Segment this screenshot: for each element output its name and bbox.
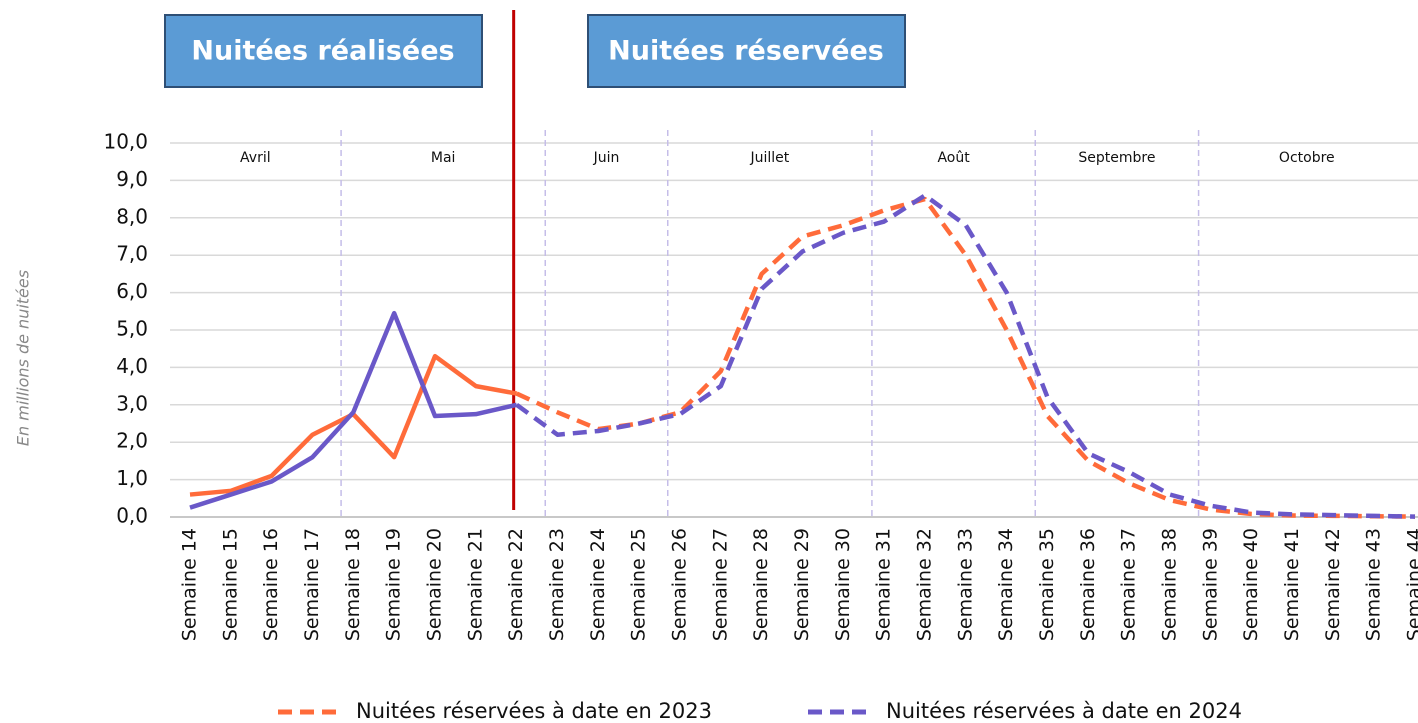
line-dashed <box>515 193 1416 519</box>
y-tick-label: 8,0 <box>116 204 148 228</box>
x-tick-label: Semaine 17 <box>301 528 323 641</box>
x-tick-label: Semaine 44 <box>1404 528 1418 641</box>
y-tick-label: 2,0 <box>116 429 148 453</box>
x-tick-label: Semaine 29 <box>791 528 813 641</box>
month-label: Septembre <box>1078 150 1155 166</box>
y-tick-label: 10,0 <box>103 130 148 154</box>
month-label: Août <box>937 150 970 166</box>
x-tick-label: Semaine 15 <box>219 528 241 641</box>
y-tick-label: 4,0 <box>116 354 148 378</box>
y-tick-label: 6,0 <box>116 279 148 303</box>
annotation-box <box>164 14 483 88</box>
month-label: Juin <box>593 150 620 166</box>
line-dashed <box>515 196 1416 519</box>
month-label: Avril <box>240 150 271 166</box>
x-tick-label: Semaine 37 <box>1118 528 1140 641</box>
month-label: Juillet <box>749 150 789 166</box>
y-axis-label: En millions de nuitées <box>14 270 33 446</box>
x-tick-label: Semaine 23 <box>546 528 568 641</box>
y-tick-label: 3,0 <box>116 391 148 415</box>
x-tick-label: Semaine 14 <box>179 528 201 641</box>
line-solid <box>189 353 518 497</box>
x-tick-label: Semaine 24 <box>587 528 609 641</box>
x-tick-label: Semaine 34 <box>995 528 1017 641</box>
x-tick-label: Semaine 36 <box>1077 528 1099 641</box>
x-tick-label: Semaine 25 <box>628 528 650 641</box>
x-tick-label: Semaine 31 <box>873 528 895 641</box>
x-tick-label: Semaine 41 <box>1281 528 1303 641</box>
annotation-box <box>587 14 906 88</box>
x-tick-label: Semaine 35 <box>1036 528 1058 641</box>
y-tick-label: 9,0 <box>116 167 148 191</box>
x-tick-label: Semaine 16 <box>260 528 282 641</box>
legend-label: Nuitées réservées à date en 2024 <box>886 699 1242 723</box>
annotation: Nuitées réservées <box>608 36 884 67</box>
x-tick-label: Semaine 32 <box>914 528 936 641</box>
x-tick-label: Semaine 39 <box>1199 528 1221 641</box>
x-tick-label: Semaine 27 <box>709 528 731 641</box>
month-label: Octobre <box>1279 150 1335 166</box>
y-tick-label: 1,0 <box>116 466 148 490</box>
x-tick-label: Semaine 22 <box>505 528 527 641</box>
x-tick-label: Semaine 21 <box>464 528 486 641</box>
x-tick-label: Semaine 33 <box>954 528 976 641</box>
month-label: Mai <box>431 150 456 166</box>
x-tick-label: Semaine 20 <box>424 528 446 641</box>
x-tick-label: Semaine 43 <box>1363 528 1385 641</box>
legend-label: Nuitées réservées à date en 2023 <box>356 699 712 723</box>
x-tick-label: Semaine 30 <box>832 528 854 641</box>
x-tick-label: Semaine 40 <box>1240 528 1262 641</box>
x-tick-label: Semaine 26 <box>669 528 691 641</box>
y-tick-label: 7,0 <box>116 242 148 266</box>
x-tick-label: Semaine 28 <box>750 528 772 641</box>
x-tick-label: Semaine 18 <box>342 528 364 641</box>
x-tick-label: Semaine 38 <box>1159 528 1181 641</box>
x-tick-label: Semaine 42 <box>1322 528 1344 641</box>
y-tick-label: 5,0 <box>116 317 148 341</box>
x-tick-label: Semaine 19 <box>383 528 405 641</box>
line-solid <box>189 310 518 510</box>
annotation: Nuitées réalisées <box>191 36 454 67</box>
y-tick-label: 0,0 <box>116 504 148 528</box>
